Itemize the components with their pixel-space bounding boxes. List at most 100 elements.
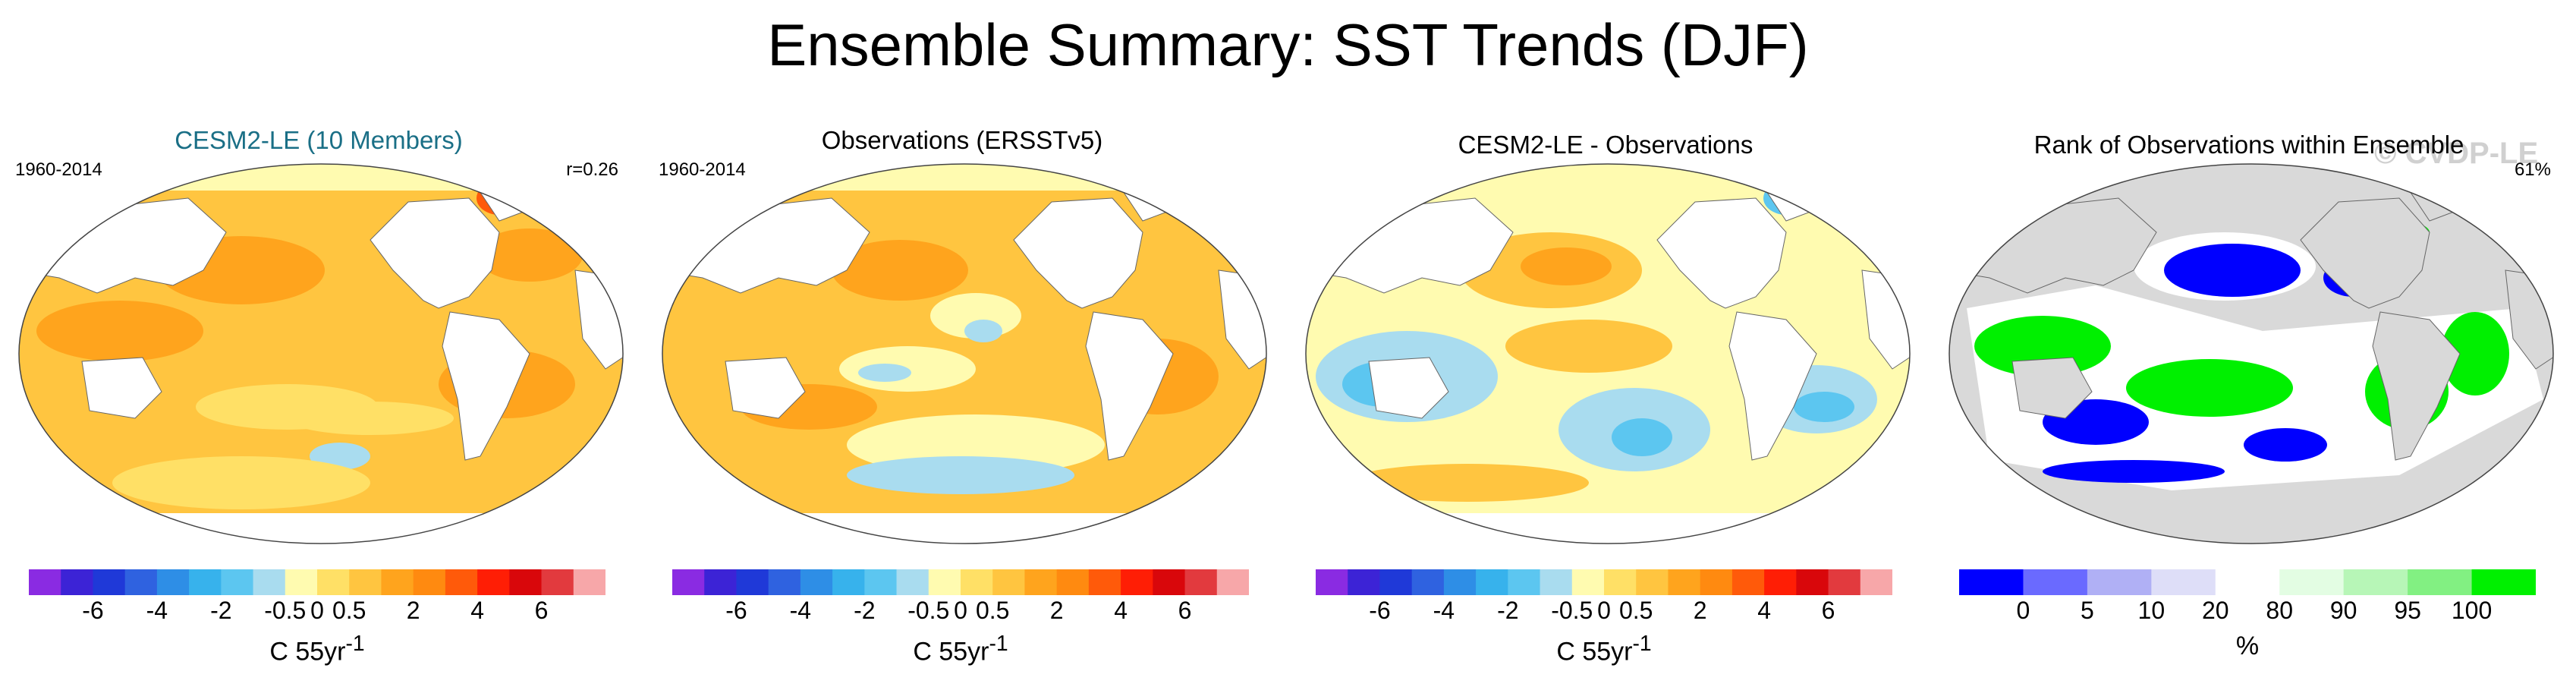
trend-colorbar-swatch (1411, 569, 1445, 595)
trend-colorbar-swatch (1604, 569, 1637, 595)
trend-colorbar-tick-label: -4 (146, 597, 168, 624)
trend-units: C 55yr-1 (269, 632, 365, 667)
arctic-region (19, 164, 623, 191)
trend-colorbar-swatch (413, 569, 446, 595)
trend-colorbar-tick-label: -0.5 (907, 597, 950, 624)
trend-colorbar-swatch (93, 569, 126, 595)
panel-title: Observations (ERSSTv5) (821, 126, 1103, 154)
panel-title: CESM2-LE (10 Members) (175, 126, 463, 154)
rank-percent-label: 61% (2514, 159, 2551, 180)
rank-colorbar-swatch (1959, 569, 2024, 595)
trend-colorbar-tick-label: 2 (406, 597, 420, 624)
trend-colorbar-tick-label: -2 (1497, 597, 1519, 624)
rank-colorbar-swatch (2343, 569, 2408, 595)
trend-colorbar-swatch (317, 569, 350, 595)
rank-colorbar-tick-label: 5 (2080, 597, 2094, 624)
trend-colorbar-swatch (1316, 569, 1348, 595)
map-observations (662, 163, 1267, 544)
trend-colorbar-tick-label: 0.5 (1618, 597, 1653, 624)
trend-colorbar-swatch (381, 569, 414, 595)
trend-colorbar-swatch (1379, 569, 1413, 595)
trend-colorbar: -6 -4 -2 -0.5 0 0.5 2 4 6 C 55yr-1 (672, 569, 1250, 666)
trend-colorbar-tick-label: 2 (1049, 597, 1064, 624)
rank-colorbar: 0 5 10 20 80 90 95 100 % (1959, 569, 2537, 660)
trend-colorbar-swatch (1153, 569, 1186, 595)
panel-title: Rank of Observations within Ensemble (2033, 131, 2464, 159)
trend-colorbar-swatch (1024, 569, 1058, 595)
trend-colorbar-swatch (1476, 569, 1508, 595)
rank-colorbar-tick-label: 0 (2016, 597, 2030, 624)
trend-colorbar-tick-label: 6 (534, 597, 549, 624)
trend-colorbar-swatches (672, 569, 1250, 595)
trend-colorbar-swatch (896, 569, 929, 595)
panel-observations: Observations (ERSSTv5) 1960-2014 -6- (643, 114, 1281, 687)
rank-colorbar-tick-label: 10 (2137, 597, 2166, 624)
trend-colorbar-swatch (124, 569, 158, 595)
trend-colorbar-swatch (1700, 569, 1733, 595)
rank-colorbar-swatch (2471, 569, 2537, 595)
trend-colorbar-tick-label: 4 (1114, 597, 1128, 624)
trend-colorbar-swatch (961, 569, 993, 595)
rank-colorbar-tick-label: 20 (2201, 597, 2229, 624)
rank-colorbar-swatch (2408, 569, 2473, 595)
trend-colorbar-swatch (189, 569, 222, 595)
trend-colorbar-swatch (1088, 569, 1121, 595)
trend-units: C 55yr-1 (913, 632, 1008, 667)
period-label: 1960-2014 (659, 159, 746, 180)
map-rank (1949, 163, 2554, 544)
rank-colorbar-swatch (2279, 569, 2345, 595)
rank-colorbar-swatch (2023, 569, 2088, 595)
trend-colorbar-tick-label: 0 (310, 597, 324, 624)
trend-colorbar-tick-label: 0.5 (975, 597, 1010, 624)
watermark: © CVDP-LE (2374, 137, 2539, 170)
trend-colorbar-tick-label: -0.5 (1551, 597, 1593, 624)
continent-antarctica (19, 513, 623, 544)
rank-units: % (2235, 632, 2260, 660)
trend-colorbar-swatch (768, 569, 801, 595)
trend-colorbar-swatch (1508, 569, 1541, 595)
trend-colorbar-swatch (1764, 569, 1797, 595)
correlation-label: r=0.26 (566, 159, 618, 180)
trend-colorbar-swatch (800, 569, 833, 595)
trend-colorbar-swatch (445, 569, 478, 595)
continent-australia (81, 357, 162, 419)
trend-colorbar-swatch (1121, 569, 1153, 595)
trend-colorbar-tick-label: -6 (82, 597, 104, 624)
rank-colorbar-tick-label: 95 (2394, 597, 2421, 624)
trend-colorbar-swatch (1796, 569, 1829, 595)
trend-colorbar-swatch (156, 569, 190, 595)
trend-colorbar: -6 -4 -2 -0.5 0 0.5 2 4 6 C 55yr-1 (1316, 569, 1893, 666)
trend-colorbar-swatch (285, 569, 318, 595)
rank-colorbar-tick-label: 100 (2451, 597, 2493, 624)
rank-colorbar-swatches (1959, 569, 2537, 595)
trend-units: C 55yr-1 (1556, 632, 1652, 667)
trend-colorbar-swatch (704, 569, 737, 595)
trend-colorbar-swatches (1316, 569, 1893, 595)
trend-colorbar-swatch (221, 569, 254, 595)
continent-south-america (442, 311, 530, 461)
trend-colorbar-swatch (29, 569, 61, 595)
trend-colorbar-tick-label: -6 (725, 597, 747, 624)
trend-colorbar-swatch (832, 569, 865, 595)
figure-title: Ensemble Summary: SST Trends (DJF) (767, 11, 1809, 78)
trend-colorbar-tick-label: 0 (954, 597, 967, 624)
trend-colorbar-tick-label: -4 (1433, 597, 1455, 624)
trend-colorbar-swatch (1216, 569, 1250, 595)
trend-colorbar-swatch (1056, 569, 1090, 595)
trend-colorbar-swatch (477, 569, 510, 595)
continent-north-america (370, 197, 500, 309)
trend-colorbar-swatch (1571, 569, 1605, 595)
trend-colorbar-tick-label: -2 (854, 597, 876, 624)
trend-colorbar-swatch (992, 569, 1025, 595)
trend-colorbar-swatch (253, 569, 286, 595)
panel-cesm2-le: CESM2-LE (10 Members) 1960-2014 r=0.26 (0, 114, 637, 687)
trend-colorbar-swatch (1184, 569, 1218, 595)
panel-title: CESM2-LE - Observations (1458, 131, 1754, 159)
trend-colorbar-swatch (573, 569, 606, 595)
period-label: 1960-2014 (15, 159, 102, 180)
trend-colorbar-swatch (928, 569, 961, 595)
trend-colorbar-swatch (349, 569, 382, 595)
trend-colorbar-swatch (61, 569, 93, 595)
trend-colorbar-swatch (672, 569, 705, 595)
rank-colorbar-swatch (2215, 569, 2280, 595)
